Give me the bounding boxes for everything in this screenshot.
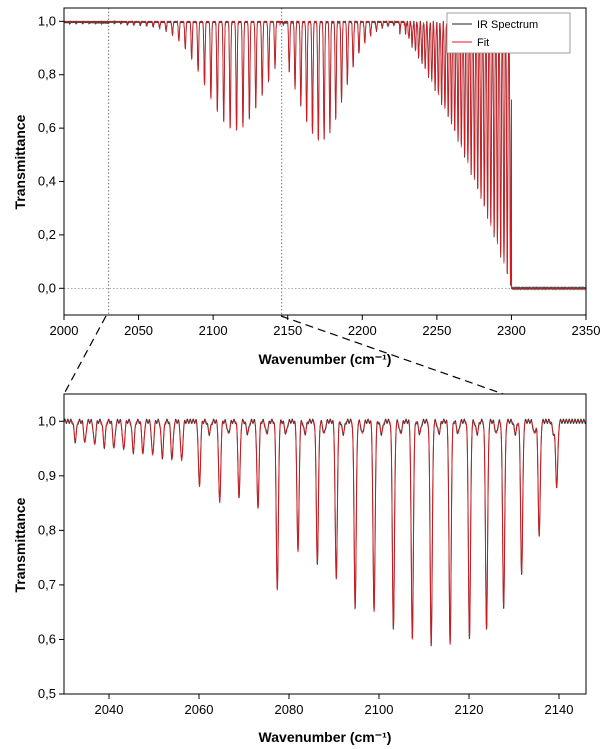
y-tick-label: 0,0 <box>38 280 56 295</box>
y-tick-label: 1,0 <box>38 413 56 428</box>
top-gridlines <box>64 8 586 315</box>
top-plot-frame <box>63 7 587 316</box>
y-tick-label: 0,9 <box>38 468 56 483</box>
legend: IR Spectrum Fit <box>446 12 571 54</box>
y-tick-label: 0,7 <box>38 577 56 592</box>
y-tick-label: 1,0 <box>38 13 56 28</box>
x-tick-label: 2100 <box>365 702 394 717</box>
x-tick-label: 2300 <box>497 323 526 338</box>
top-panel: 2000 2050 2100 2150 2200 2250 2300 2350 0,0 0,2 0,… <box>12 7 601 367</box>
zoom-connectors <box>63 315 587 424</box>
x-tick-label: 2040 <box>95 702 124 717</box>
x-tick-label: 2250 <box>422 323 451 338</box>
bottom-spectrum <box>63 418 587 647</box>
bottom-panel: 2040 2060 2080 2100 2120 2140 0,5 0,6 0,7 0,8 0,9 1… <box>12 393 587 745</box>
x-tick-label: 2000 <box>50 323 79 338</box>
bottom-plot-frame <box>63 393 587 695</box>
top-x-axis-title: Wavenumber (cm⁻¹) <box>259 351 392 367</box>
y-tick-label: 0,8 <box>38 67 56 82</box>
x-tick-label: 2050 <box>124 323 153 338</box>
bottom-axis-ticks: 2040 2060 2080 2100 2120 2140 0,5 0,6 0,7 0,8 0,9 1… <box>38 413 574 717</box>
bottom-x-axis-title: Wavenumber (cm⁻¹) <box>259 729 392 745</box>
x-tick-label: 2140 <box>545 702 574 717</box>
x-tick-label: 2080 <box>275 702 304 717</box>
bottom-y-axis-title: Transmittance <box>12 497 28 592</box>
bottom-fit-line <box>64 420 586 645</box>
x-tick-label: 2060 <box>185 702 214 717</box>
y-tick-label: 0,2 <box>38 227 56 242</box>
top-y-axis-title: Transmittance <box>12 114 28 209</box>
x-tick-label: 2350 <box>572 323 601 338</box>
x-tick-label: 2100 <box>199 323 228 338</box>
x-tick-label: 2120 <box>455 702 484 717</box>
y-tick-label: 0,6 <box>38 120 56 135</box>
y-tick-label: 0,8 <box>38 522 56 537</box>
y-tick-label: 0,5 <box>38 686 56 701</box>
top-axis-ticks: 2000 2050 2100 2150 2200 2250 2300 2350 0,0 0,2 0,… <box>38 13 601 338</box>
y-tick-label: 0,6 <box>38 631 56 646</box>
legend-label-fit: Fit <box>477 37 489 49</box>
x-tick-label: 2200 <box>348 323 377 338</box>
y-tick-label: 0,4 <box>38 174 56 189</box>
x-tick-label: 2150 <box>273 323 302 338</box>
legend-label-ir: IR Spectrum <box>477 19 538 31</box>
